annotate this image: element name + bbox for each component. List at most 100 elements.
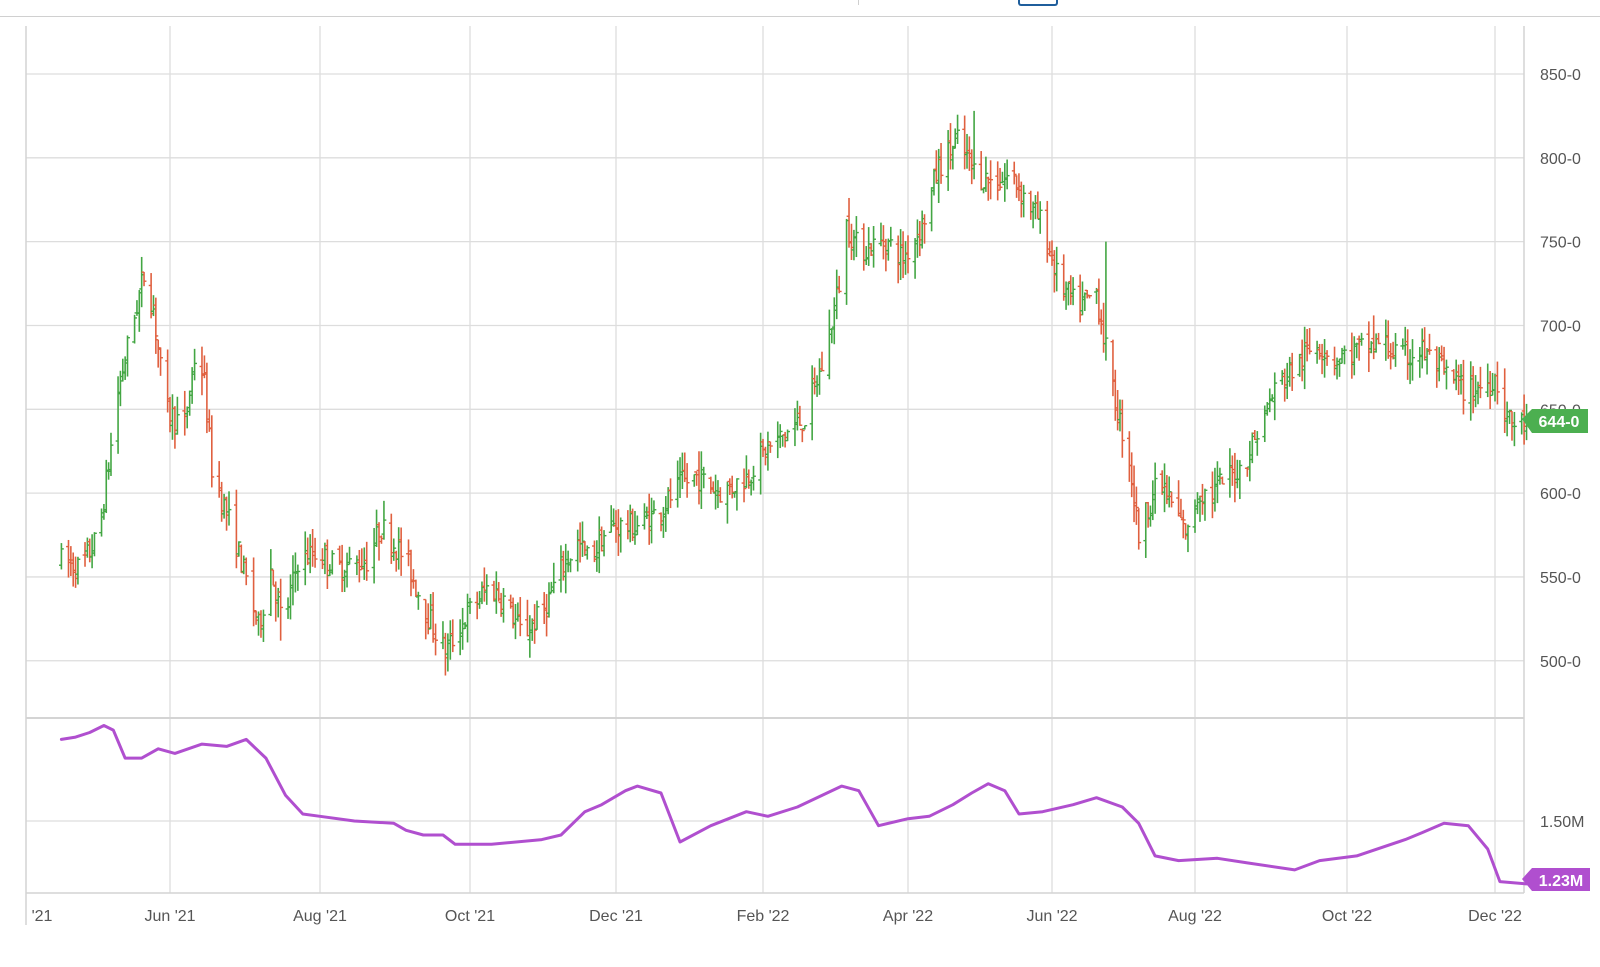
ohlc-bar [1232, 452, 1238, 503]
ohlc-bar [1254, 431, 1260, 456]
ohlc-bar [817, 358, 822, 395]
x-tick-label: Feb '22 [737, 908, 790, 925]
ohlc-bar [785, 429, 790, 442]
ohlc-bar [484, 574, 490, 605]
x-tick-label: Oct '21 [445, 908, 495, 925]
ohlc-bar [1200, 483, 1205, 515]
ohlc-bar [1342, 345, 1347, 365]
ohlc-bar [1289, 352, 1295, 391]
ohlc-bar [717, 487, 723, 503]
ohlc-bar [1324, 350, 1330, 366]
ohlc-bar [729, 475, 735, 499]
ohlc-bar [75, 556, 81, 585]
ohlc-bar [1037, 201, 1043, 234]
ohlc-bar [871, 226, 876, 268]
ohlc-bar [141, 271, 147, 287]
ohlc-bar [1302, 326, 1308, 390]
last-volume-tag: 1.23M [1522, 868, 1590, 891]
toolbar-button-edge[interactable] [1018, 0, 1058, 6]
ohlc-bar [534, 600, 540, 630]
x-tick-label: '21 [32, 908, 53, 925]
x-tick-label: Dec '22 [1468, 908, 1522, 925]
x-tick-label: Jun '21 [144, 908, 195, 925]
ohlc-bar [1202, 488, 1208, 521]
ohlc-bar [1252, 430, 1258, 441]
ohlc-bar [1287, 356, 1293, 387]
x-tick-label: Dec '21 [589, 908, 643, 925]
ohlc-bar [532, 604, 538, 644]
volume-axis-labels: 1.50M [1540, 814, 1584, 831]
ohlc-bar [1119, 399, 1125, 458]
ohlc-bar [1507, 409, 1512, 424]
x-tick-label: Jun '22 [1026, 908, 1077, 925]
ohlc-bar [983, 156, 989, 192]
ohlc-bar [1272, 372, 1278, 421]
ohlc-bar [1314, 340, 1320, 364]
last-price-tag-shape [1522, 409, 1588, 433]
ohlc-bar [192, 348, 197, 381]
ohlc-bar [1247, 440, 1253, 482]
y-tick-label: 500-0 [1540, 654, 1581, 671]
ohlc-bar [853, 216, 859, 258]
ohlc-bar [1444, 359, 1449, 390]
ohlc-bar [1136, 508, 1142, 550]
date-axis-labels: '21 Jun '21 Aug '21 Oct '21 Dec '21 Feb '22 Ap… [32, 908, 1522, 925]
ohlc-bar [1070, 277, 1076, 306]
y-tick-label: 850-0 [1540, 67, 1581, 84]
last-price-tag: 644-0 [1522, 409, 1588, 433]
ohlc-bar [1185, 524, 1191, 553]
ohlc-bar [1192, 499, 1198, 533]
ohlc-bar [1337, 358, 1342, 377]
ohlc-bar [767, 441, 773, 453]
ohlc-bar [132, 314, 137, 344]
ohlc-bar [1393, 332, 1398, 367]
ohlc-bar [467, 597, 473, 614]
ohlc-bar [1212, 467, 1218, 512]
ohlc-bar [209, 415, 215, 488]
ohlc-bar [584, 545, 590, 560]
y-tick-label: 550-0 [1540, 570, 1581, 587]
ohlc-bar [1169, 491, 1174, 508]
ohlc-bar [971, 110, 977, 180]
ohlc-bar [59, 543, 64, 570]
ohlc-bar [1317, 343, 1322, 360]
volume-tick-label: 1.50M [1540, 814, 1584, 831]
ohlc-bar [1410, 339, 1415, 381]
toolbar-divider [858, 0, 859, 5]
ohlc-bar [1133, 486, 1139, 525]
ohlc-bar [1478, 366, 1483, 399]
last-volume-tag-label: 1.23M [1539, 873, 1583, 890]
ohlc-bar [888, 226, 894, 247]
ohlc-bar [905, 235, 911, 274]
ohlc-bar [618, 517, 624, 553]
ohlc-bar [295, 564, 301, 591]
ohlc-bar [174, 396, 180, 435]
price-bars [59, 110, 1529, 676]
ohlc-bar [1307, 328, 1313, 355]
ohlc-bar [236, 541, 242, 557]
ohlc-bar [158, 347, 163, 376]
y-tick-label: 750-0 [1540, 235, 1581, 252]
ohlc-bar [988, 160, 994, 200]
ohlc-bar [1152, 462, 1158, 514]
ohlc-bar [1087, 294, 1092, 299]
ohlc-bar [1237, 460, 1243, 500]
toolbar-strip [0, 0, 1600, 17]
ohlc-bar [329, 550, 335, 575]
ohlc-bar [836, 275, 842, 294]
ohlc-bar [1004, 159, 1010, 190]
y-tick-label: 800-0 [1540, 151, 1581, 168]
ohlc-bar [734, 478, 740, 511]
ohlc-bar [922, 214, 927, 244]
ohlc-bar [1217, 467, 1223, 485]
ohlc-bar [634, 515, 640, 536]
ohlc-bar [551, 562, 557, 594]
ohlc-bar [978, 151, 984, 191]
ohlc-bar [391, 538, 397, 561]
last-volume-tag-shape [1522, 868, 1590, 891]
ohlc-bar [517, 597, 523, 637]
ohlc-bar [601, 530, 607, 557]
ohlc-bar [1262, 405, 1268, 443]
